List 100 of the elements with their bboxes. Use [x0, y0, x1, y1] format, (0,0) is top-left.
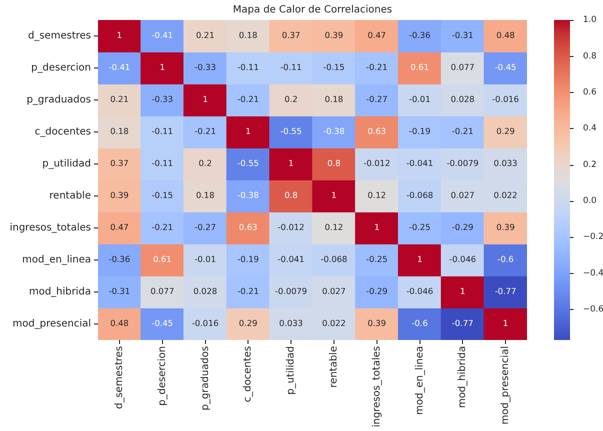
- data-label: 0.39: [324, 30, 344, 40]
- x-tick-label: p_graduados: [200, 346, 211, 410]
- data-label: 0.12: [324, 222, 344, 232]
- data-label: 1: [331, 190, 337, 200]
- data-label: 0.8: [327, 158, 341, 168]
- x-tick-label: mod_en_linea: [414, 346, 426, 415]
- data-label: 1: [288, 158, 294, 168]
- data-label: -0.41: [152, 30, 174, 40]
- data-label: 0.027: [322, 286, 346, 296]
- y-tick-label: mod_presencial: [12, 318, 91, 330]
- x-tick-label: c_docentes: [242, 346, 254, 402]
- data-label: -0.21: [237, 286, 259, 296]
- data-label: -0.046: [449, 254, 476, 264]
- data-label: -0.15: [323, 62, 345, 72]
- data-label: 0.29: [238, 318, 258, 328]
- data-label: 0.21: [110, 94, 129, 104]
- y-tick-label: p_utilidad: [42, 158, 91, 170]
- data-label: -0.55: [237, 158, 259, 168]
- color-bar-label: 0.8: [583, 51, 597, 62]
- data-label: -0.33: [194, 62, 216, 72]
- data-label: 0.48: [110, 318, 129, 328]
- data-label: -0.046: [406, 286, 434, 296]
- data-label: 0.022: [322, 318, 346, 328]
- data-label: -0.19: [237, 254, 259, 264]
- data-label: 0.033: [494, 158, 518, 168]
- data-label: 1: [502, 318, 508, 328]
- data-label: 1: [417, 254, 422, 264]
- data-label: -0.016: [192, 318, 219, 328]
- data-label: 0.8: [284, 190, 298, 200]
- data-label: 0.022: [494, 190, 518, 200]
- data-label: 0.18: [196, 190, 214, 200]
- data-label: 0.29: [496, 126, 515, 136]
- data-label: -0.041: [406, 158, 434, 168]
- data-label: -0.068: [320, 254, 348, 264]
- data-label: 0.12: [368, 190, 386, 200]
- data-label: 1: [374, 222, 380, 232]
- y-tick-label: p_desercion: [31, 62, 91, 74]
- data-label: -0.21: [194, 126, 216, 136]
- data-label: 0.63: [238, 222, 258, 232]
- data-label: -0.29: [366, 286, 388, 296]
- data-label: 0.61: [410, 62, 429, 72]
- data-label: -0.27: [194, 222, 216, 232]
- data-label: -0.38: [237, 190, 259, 200]
- data-label: 0.37: [110, 158, 129, 168]
- data-label: 0.2: [198, 158, 212, 168]
- data-label: 0.028: [450, 94, 475, 104]
- data-label: -0.012: [363, 158, 390, 168]
- data-label: 0.47: [368, 30, 386, 40]
- data-label: -0.33: [152, 94, 174, 104]
- y-tick-label: mod_en_linea: [22, 254, 91, 266]
- data-label: -0.11: [152, 158, 174, 168]
- data-label: -0.0079: [446, 158, 479, 168]
- data-label: -0.068: [406, 190, 434, 200]
- data-label: -0.77: [452, 318, 474, 328]
- x-tick-label: mod_hibrida: [457, 346, 468, 408]
- data-label: -0.012: [278, 222, 304, 232]
- data-label: 1: [246, 126, 251, 136]
- data-label: 0.077: [150, 286, 174, 296]
- color-bar-label: 0.2: [583, 160, 597, 170]
- data-label: 0.39: [110, 190, 129, 200]
- data-label: -0.77: [494, 286, 516, 296]
- data-label: -0.016: [492, 94, 519, 104]
- data-label: -0.6: [412, 318, 428, 328]
- data-label: 0.033: [279, 318, 303, 328]
- data-label: 0.18: [238, 30, 258, 40]
- color-bar-label: −0.6: [583, 304, 603, 314]
- data-label: -0.31: [108, 286, 130, 296]
- data-label: 0.2: [284, 94, 298, 104]
- data-label: -0.01: [194, 254, 216, 264]
- data-label: 0.39: [368, 318, 386, 328]
- data-label: -0.11: [152, 126, 174, 136]
- data-label: -0.25: [409, 222, 430, 232]
- data-label: -0.041: [278, 254, 304, 264]
- data-label: -0.36: [108, 254, 130, 264]
- data-label: -0.21: [366, 62, 388, 72]
- data-label: -0.55: [280, 126, 302, 136]
- color-bar-label: 1.0: [583, 15, 597, 26]
- y-tick-label: rentable: [49, 190, 91, 202]
- color-bar-label: −0.4: [583, 268, 603, 278]
- data-label: 0.39: [496, 222, 515, 232]
- color-bar-label: 0.0: [583, 196, 597, 206]
- data-label: 0.077: [450, 62, 475, 72]
- data-label: 1: [202, 94, 208, 104]
- data-label: 1: [116, 30, 122, 40]
- y-tick-label: d_semestres: [28, 30, 91, 42]
- data-label: -0.45: [494, 62, 516, 72]
- data-label: -0.19: [409, 126, 430, 136]
- data-label: -0.38: [323, 126, 345, 136]
- data-label: -0.31: [452, 30, 474, 40]
- x-tick-label: mod_presencial: [500, 346, 512, 424]
- data-label: 1: [460, 286, 466, 296]
- y-tick-label: p_graduados: [26, 94, 91, 106]
- data-label: -0.11: [237, 62, 259, 72]
- data-label: -0.01: [409, 94, 430, 104]
- data-label: -0.25: [366, 254, 388, 264]
- data-label: -0.21: [152, 222, 174, 232]
- data-label: -0.11: [280, 62, 302, 72]
- data-label: 1: [160, 62, 165, 72]
- data-label: 0.63: [368, 126, 386, 136]
- data-label: 0.18: [324, 94, 344, 104]
